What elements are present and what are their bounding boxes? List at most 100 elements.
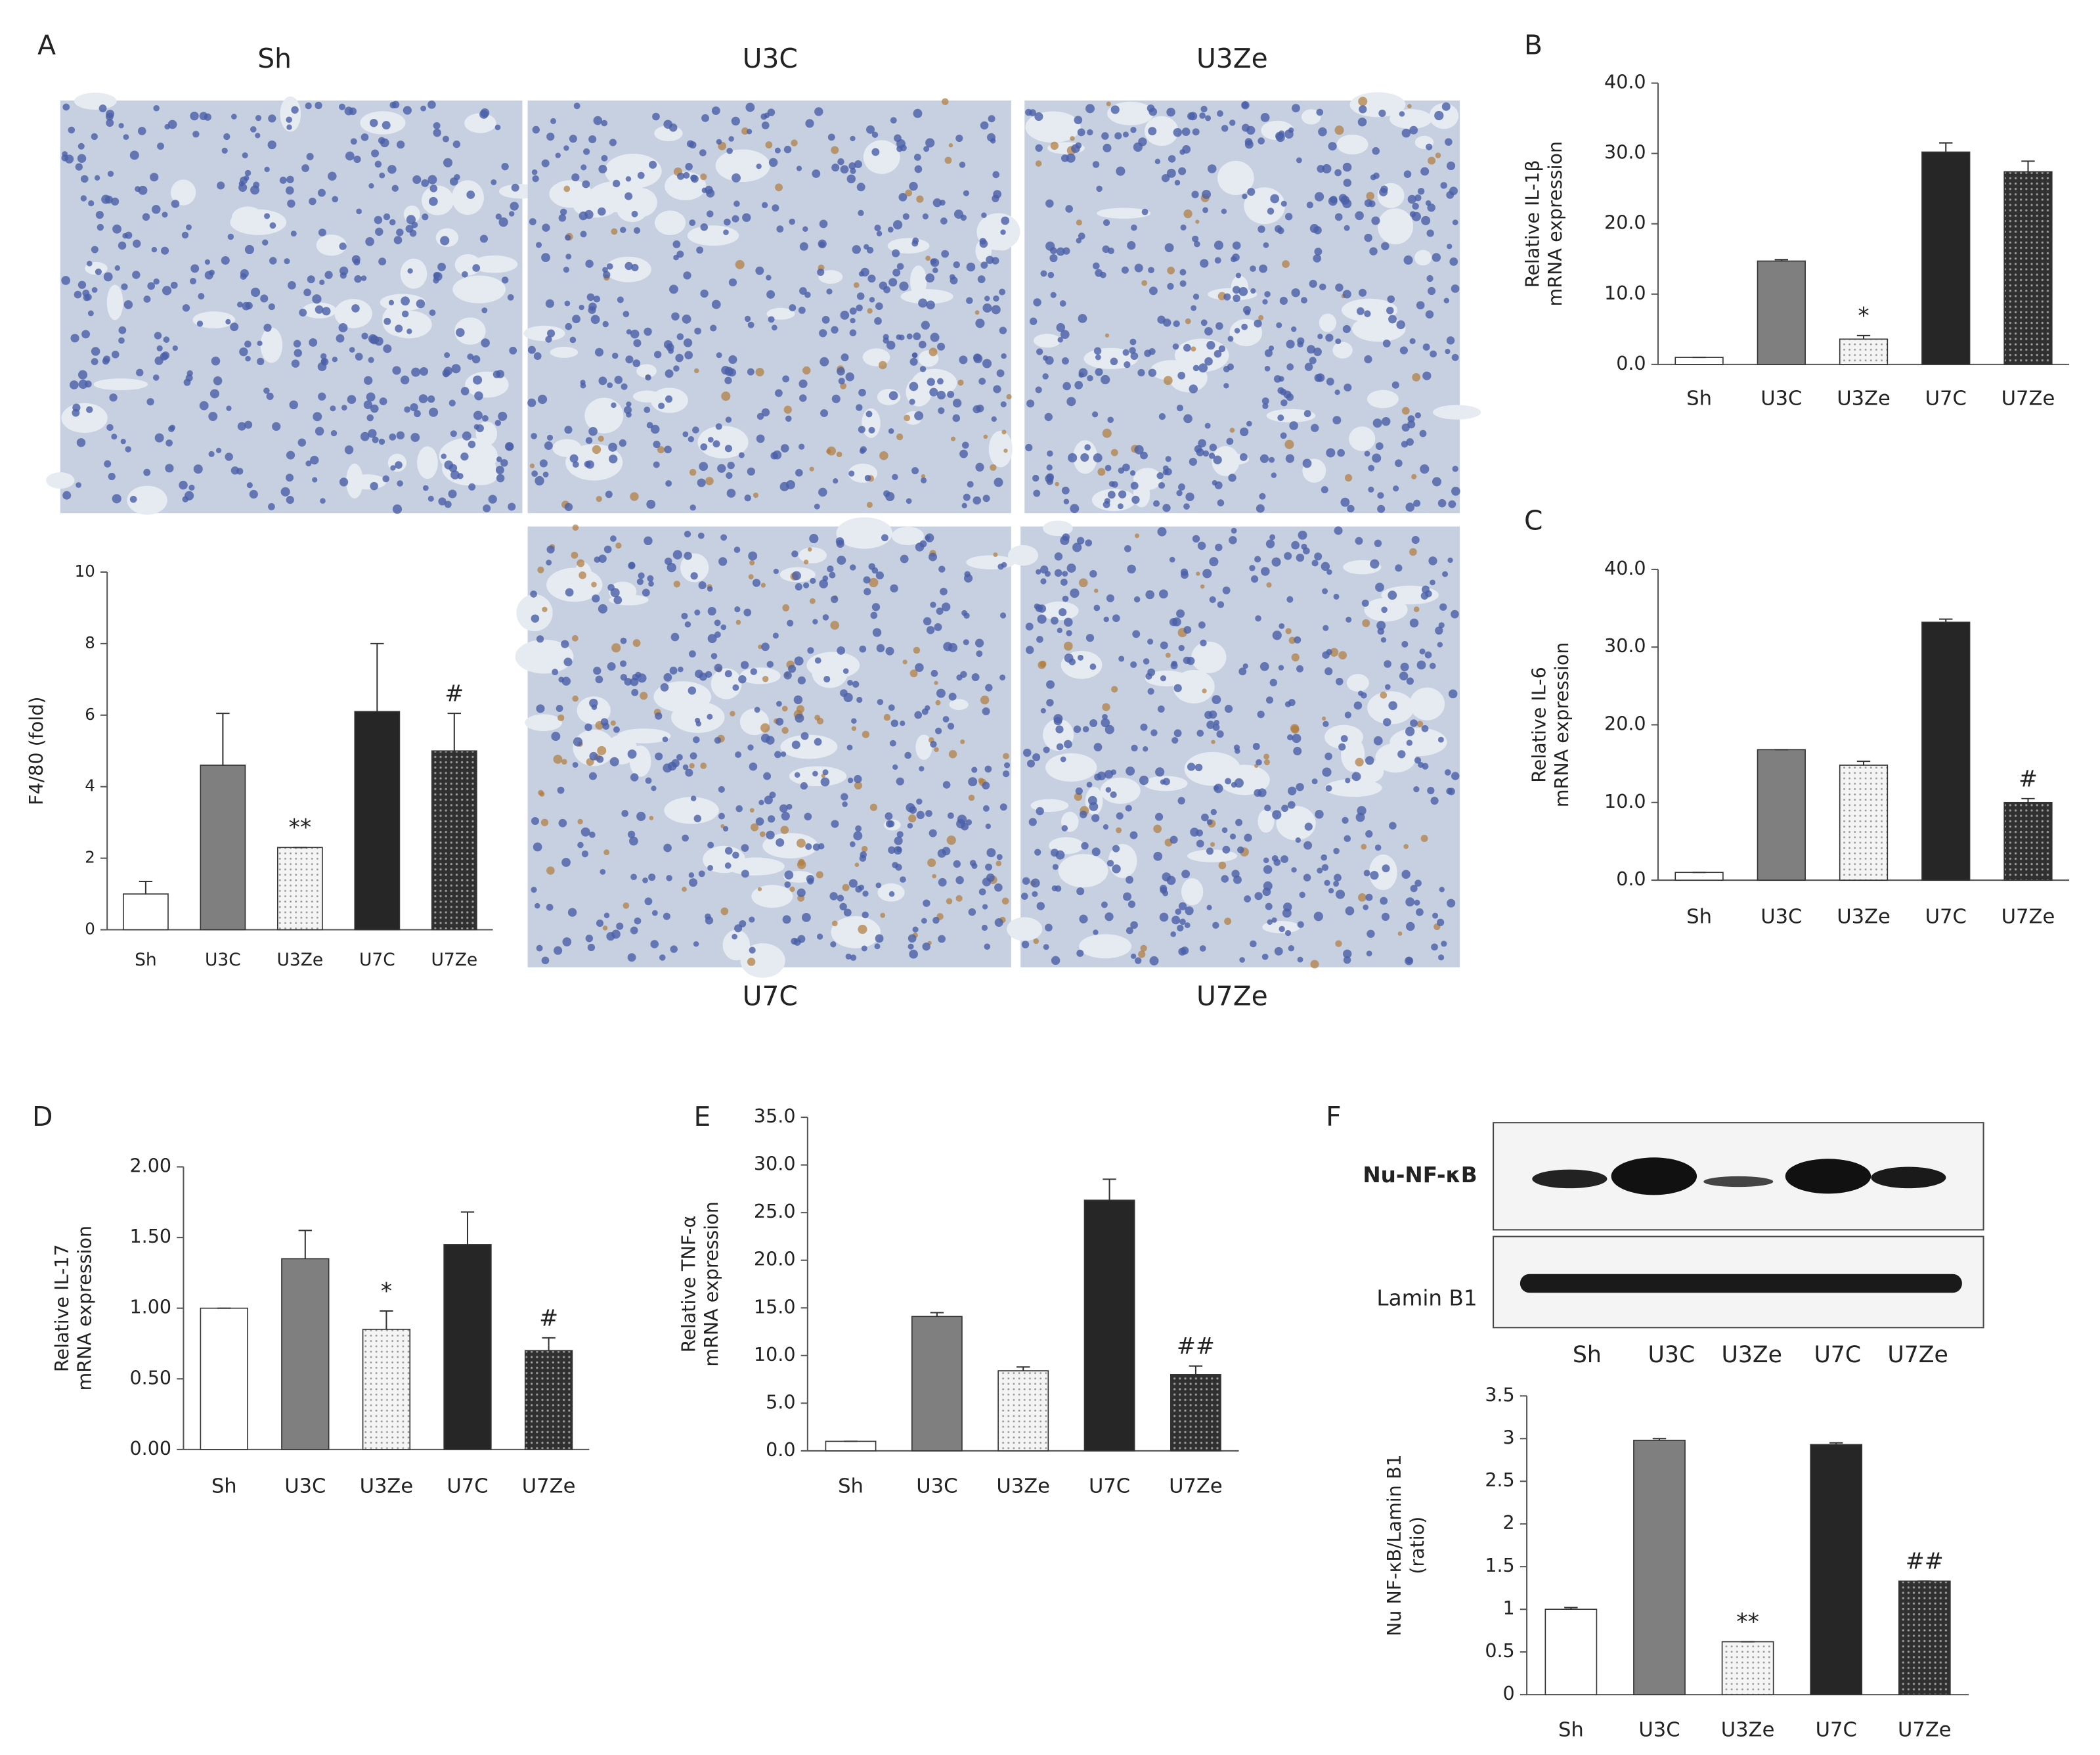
nucleus xyxy=(245,355,251,362)
nucleus xyxy=(1311,778,1318,785)
nucleus xyxy=(1291,288,1300,298)
nucleus xyxy=(755,266,764,275)
micrograph xyxy=(1007,520,1460,969)
nucleus xyxy=(919,766,925,772)
nucleus xyxy=(1180,224,1187,231)
nucleus xyxy=(1181,571,1189,579)
nucleus xyxy=(768,158,778,167)
nucleus xyxy=(395,461,403,469)
nucleus xyxy=(1051,956,1061,966)
nucleus xyxy=(225,319,231,324)
nucleus xyxy=(831,326,839,334)
nucleus xyxy=(257,340,263,346)
nucleus xyxy=(930,669,938,677)
nucleus xyxy=(1040,270,1047,277)
stain xyxy=(904,414,911,422)
nucleus xyxy=(154,356,164,365)
nucleus xyxy=(698,581,707,590)
stain xyxy=(1102,703,1110,711)
nucleus xyxy=(807,878,814,885)
nucleus xyxy=(652,112,660,121)
stain xyxy=(1291,725,1300,734)
tubule-lumen xyxy=(316,234,347,256)
nucleus xyxy=(454,174,460,181)
error-bar xyxy=(1774,259,1788,261)
nucleus xyxy=(623,311,630,317)
nucleus xyxy=(563,657,573,667)
nucleus xyxy=(508,502,516,511)
stain xyxy=(1285,628,1292,634)
nucleus xyxy=(481,307,488,313)
nucleus xyxy=(1162,504,1171,512)
stain xyxy=(1344,474,1353,482)
nucleus xyxy=(285,186,294,195)
nucleus xyxy=(707,713,713,720)
nucleus xyxy=(1437,736,1444,743)
nucleus xyxy=(1233,744,1240,751)
nucleus xyxy=(411,367,421,377)
nucleus xyxy=(1126,876,1133,884)
nucleus xyxy=(1196,730,1204,737)
y-tick-label: 30.0 xyxy=(754,1153,796,1175)
nucleus xyxy=(999,288,1006,296)
nucleus xyxy=(1425,310,1434,319)
tubule-lumen xyxy=(1008,544,1039,566)
nucleus xyxy=(1377,627,1385,635)
nucleus xyxy=(1032,474,1039,482)
bar xyxy=(1898,1580,1951,1695)
stain xyxy=(944,156,952,164)
nucleus xyxy=(1172,343,1179,350)
y-tick-label: 10.0 xyxy=(1604,282,1646,304)
nucleus xyxy=(305,460,312,467)
nucleus xyxy=(802,226,808,233)
nucleus xyxy=(875,882,882,889)
nucleus xyxy=(621,383,628,390)
nucleus xyxy=(389,219,396,226)
nucleus xyxy=(466,190,475,199)
nucleus xyxy=(1407,415,1415,423)
nucleus xyxy=(332,357,338,363)
nucleus xyxy=(1177,797,1185,805)
nucleus xyxy=(496,370,505,378)
nucleus xyxy=(1194,763,1203,772)
nucleus xyxy=(532,125,540,134)
nucleus xyxy=(861,945,867,952)
nucleus xyxy=(437,262,446,271)
tubule-lumen xyxy=(280,96,301,132)
stain xyxy=(682,887,687,892)
nucleus xyxy=(1192,235,1199,242)
nucleus xyxy=(1002,770,1010,778)
nucleus xyxy=(1269,678,1277,686)
nucleus xyxy=(684,621,691,628)
nucleus xyxy=(1159,912,1169,922)
nucleus xyxy=(418,394,428,403)
nucleus xyxy=(919,366,927,372)
nucleus xyxy=(1021,941,1030,948)
nucleus xyxy=(546,434,554,441)
nucleus xyxy=(749,762,758,771)
nucleus xyxy=(888,846,896,854)
nucleus xyxy=(963,493,971,501)
nucleus xyxy=(866,125,875,134)
nucleus xyxy=(473,375,483,385)
nucleus xyxy=(823,675,831,683)
nucleus xyxy=(1085,539,1093,546)
nucleus xyxy=(1380,637,1387,643)
bar xyxy=(1721,1641,1774,1695)
nucleus xyxy=(192,131,200,138)
nucleus xyxy=(244,340,252,348)
nucleus xyxy=(896,777,904,786)
nucleus xyxy=(442,135,449,143)
nucleus xyxy=(892,269,901,277)
nucleus xyxy=(922,213,929,220)
nucleus xyxy=(561,640,569,648)
nucleus xyxy=(1182,145,1191,154)
nucleus xyxy=(370,404,379,413)
tubule-lumen xyxy=(127,485,167,515)
nucleus xyxy=(858,271,865,277)
nucleus xyxy=(669,284,678,294)
bar xyxy=(200,1307,248,1450)
nucleus xyxy=(189,277,197,285)
nucleus xyxy=(1130,921,1138,929)
nucleus xyxy=(1060,579,1068,586)
